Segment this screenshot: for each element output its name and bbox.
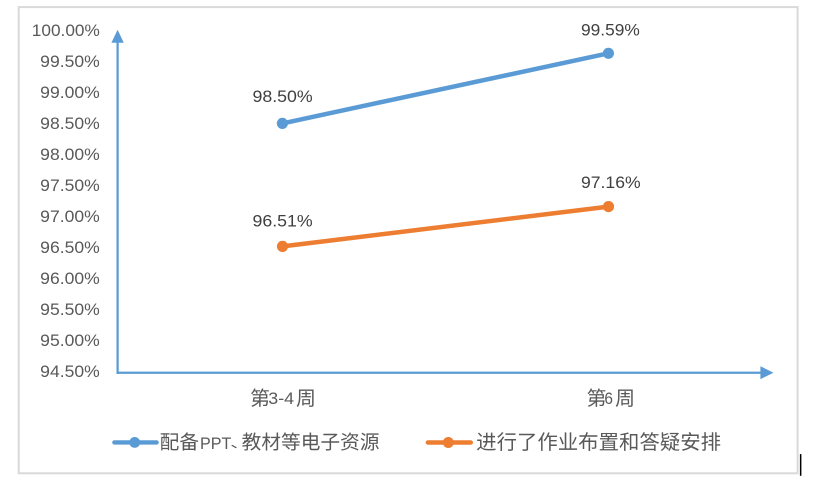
svg-text:95.00%: 95.00% (40, 331, 100, 350)
svg-text:97.16%: 97.16% (581, 173, 641, 192)
svg-text:98.50%: 98.50% (40, 114, 100, 133)
svg-text:96.00%: 96.00% (40, 269, 100, 288)
svg-text:99.00%: 99.00% (40, 83, 100, 102)
svg-text:97.00%: 97.00% (40, 207, 100, 226)
svg-text:97.50%: 97.50% (40, 176, 100, 195)
svg-text:99.50%: 99.50% (40, 52, 100, 71)
svg-text:98.50%: 98.50% (253, 87, 313, 106)
svg-text:6: 6 (604, 389, 613, 408)
svg-text:PPT: PPT (200, 434, 231, 453)
svg-text:100.00%: 100.00% (32, 21, 100, 40)
svg-text:95.50%: 95.50% (40, 300, 100, 319)
svg-text:3-4: 3-4 (268, 389, 294, 408)
svg-text:99.59%: 99.59% (581, 21, 640, 40)
svg-text:94.50%: 94.50% (40, 362, 100, 381)
svg-text:98.00%: 98.00% (40, 145, 100, 164)
svg-text:96.51%: 96.51% (253, 212, 313, 231)
svg-text:96.50%: 96.50% (40, 238, 100, 257)
